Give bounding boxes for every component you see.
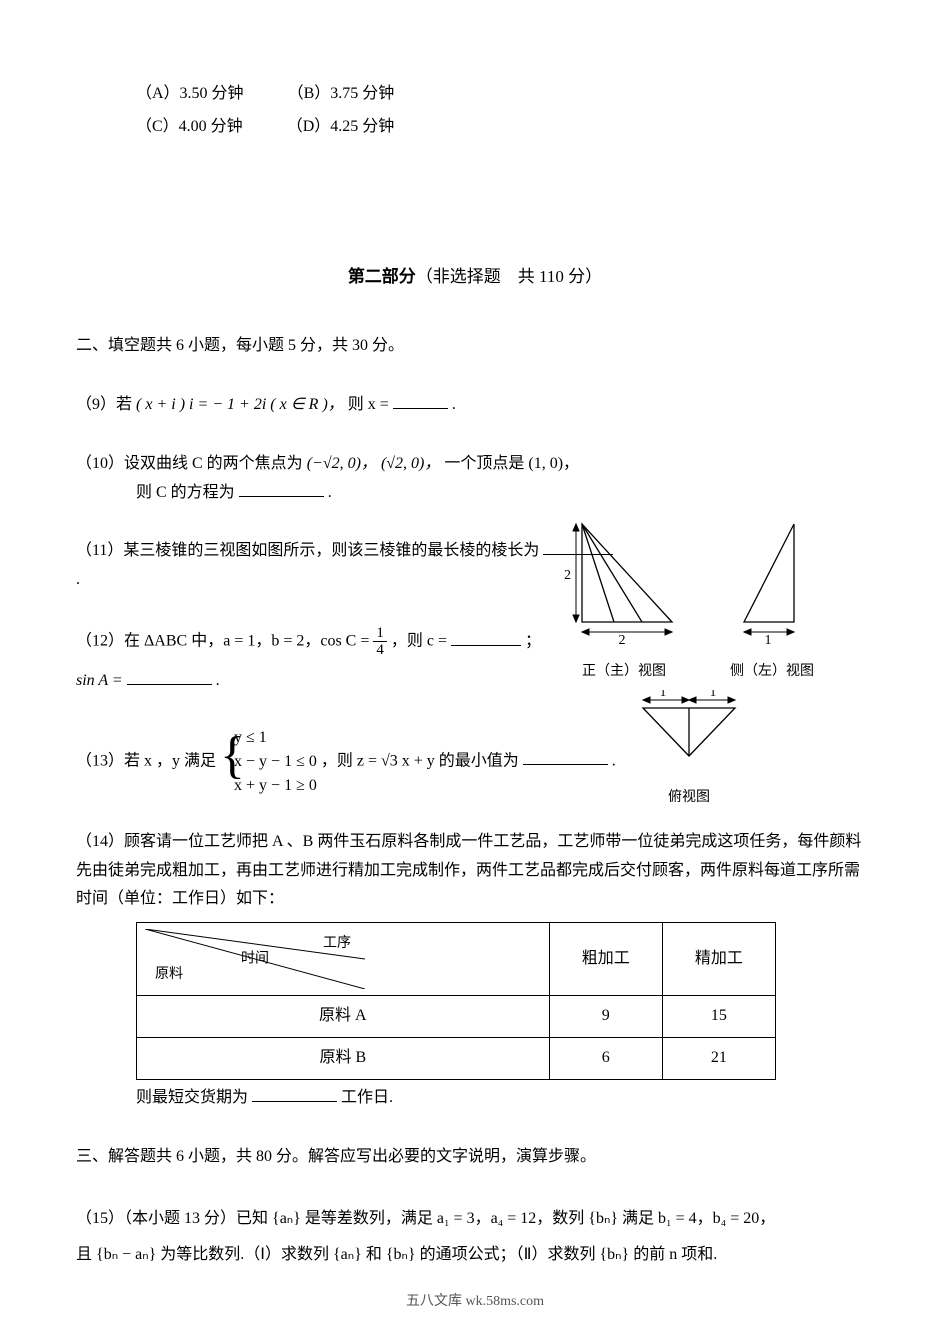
q14-blank (252, 1086, 337, 1102)
q14-text: （14）顾客请一位工艺师把 A 、B 两件玉石原料各制成一件工艺品，工艺师带一位… (76, 828, 874, 914)
q10-vertex: 一个顶点是 (1, 0)， (444, 455, 579, 472)
q14-rowB-label: 原料 B (137, 1037, 550, 1079)
q10-f2: (√2, 0)， (381, 455, 440, 472)
q12-semi: ； (525, 633, 541, 650)
q9-blank (393, 393, 448, 409)
q14-th-diag: 工序 时间 原料 (137, 923, 550, 996)
q10-suffix: . (328, 484, 332, 501)
q15-l2c: 和 (366, 1246, 382, 1263)
q12-frac: 1 4 (373, 625, 387, 659)
section-2-header: 第二部分（非选择题 共 110 分） (76, 262, 874, 293)
part3-intro: 三、解答题共 6 小题，共 80 分。解答应写出必要的文字说明，演算步骤。 (76, 1143, 874, 1172)
q14-rowA-fine: 15 (662, 996, 775, 1038)
q15-seq-bn: {bₙ} (588, 1210, 618, 1227)
q13-sys3: x + y − 1 ≥ 0 (234, 774, 317, 798)
side-view-svg: 1 (732, 514, 812, 644)
side-dim-w: 1 (765, 633, 772, 644)
part2-intro: 二、填空题共 6 小题，每小题 5 分，共 30 分。 (76, 332, 874, 361)
q10-prefix: （10）设双曲线 C 的两个焦点为 (76, 455, 303, 472)
q12-suffix: . (216, 672, 220, 689)
q10-blank (239, 481, 324, 497)
q15-l2e: 的前 n 项和. (633, 1246, 717, 1263)
top-view: 1 1 俯视图 (629, 690, 749, 810)
q14-th-fine: 精加工 (662, 923, 775, 996)
option-b: （B）3.75 分钟 (288, 80, 395, 109)
front-dim-h: 2 (564, 568, 571, 583)
q12-sinA: sin A = (76, 672, 123, 689)
q15-l2a: 且 (76, 1246, 92, 1263)
table-row: 原料 B 6 21 (137, 1037, 776, 1079)
q13-sys2: x − y − 1 ≤ 0 (234, 750, 317, 774)
front-view-label: 正（主）视图 (564, 659, 684, 684)
option-a: （A）3.50 分钟 (136, 80, 244, 109)
q12-prefix: （12）在 ΔABC 中，a = 1，b = 2，cos C = (76, 633, 369, 650)
q12-blank-sinA (127, 669, 212, 685)
q13-then: ，则 z = √3 x + y 的最小值为 (321, 752, 519, 769)
q8-options-row1: （A）3.50 分钟 （B）3.75 分钟 (136, 80, 874, 109)
section-2-title-bold: 第二部分 (348, 267, 416, 286)
q12-frac-num: 1 (373, 625, 387, 643)
three-view-diagram: 2 2 正（主）视图 (564, 514, 814, 812)
q15-l1a: （15）（本小题 13 分）已知 (76, 1210, 268, 1227)
q14-caption-post: 工作日. (341, 1089, 393, 1106)
question-11: （11）某三棱锥的三视图如图所示，则该三棱锥的最长棱的棱长为 . (76, 537, 616, 595)
q14-rowB-rough: 6 (549, 1037, 662, 1079)
q12-then-c: ，则 c = (391, 633, 447, 650)
q14-caption-pre: 则最短交货期为 (136, 1089, 248, 1106)
q14-diag-mid: 时间 (241, 947, 269, 972)
q14-rowB-fine: 21 (662, 1037, 775, 1079)
q10-line2: 则 C 的方程为 (136, 484, 235, 501)
front-view-svg: 2 2 (564, 514, 684, 644)
top-dim-1a: 1 (660, 690, 667, 699)
table-row: 工序 时间 原料 粗加工 精加工 (137, 923, 776, 996)
q14-diag-bot: 原料 (155, 962, 183, 987)
q15-seq-an: {aₙ} (272, 1210, 301, 1227)
section-2-title-rest: （非选择题 共 110 分） (416, 267, 602, 286)
q15-seq-diff: {bₙ − aₙ} (96, 1246, 156, 1263)
side-view: 1 侧（左）视图 (730, 514, 814, 684)
q14-diag-top: 工序 (323, 931, 351, 956)
top-view-svg: 1 1 (629, 690, 749, 770)
q12-blank-c (451, 630, 521, 646)
page-content: （A）3.50 分钟 （B）3.75 分钟 （C）4.00 分钟 （D）4.25… (76, 80, 874, 1272)
question-12: （12）在 ΔABC 中，a = 1，b = 2，cos C = 1 4 ，则 … (76, 625, 636, 696)
q13-prefix: （13）若 x ，y 满足 (76, 752, 216, 769)
question-9: （9）若 ( x + i ) i = − 1 + 2i ( x ∈ R )， 则… (76, 391, 874, 420)
q15-l2b: 为等比数列.（Ⅰ）求数列 (160, 1246, 329, 1263)
side-view-label: 侧（左）视图 (730, 659, 814, 684)
page-footer: 五八文库 wk.58ms.com (0, 1289, 950, 1314)
q13-system: { y ≤ 1 x − y − 1 ≤ 0 x + y − 1 ≥ 0 (220, 726, 317, 798)
front-view: 2 2 正（主）视图 (564, 514, 684, 684)
question-15: （15）（本小题 13 分）已知 {aₙ} 是等差数列，满足 a₁ = 3，a₄… (76, 1201, 874, 1271)
q15-seq-an2: {aₙ} (333, 1246, 362, 1263)
q15-l2d: 的通项公式；（Ⅱ）求数列 (420, 1246, 596, 1263)
q9-prefix: （9）若 (76, 396, 132, 413)
q11-text: （11）某三棱锥的三视图如图所示，则该三棱锥的最长棱的棱长为 (76, 542, 539, 559)
option-c: （C）4.00 分钟 (136, 113, 243, 142)
q14-th-rough: 粗加工 (549, 923, 662, 996)
q9-expr: ( x + i ) i = − 1 + 2i ( x ∈ R )， (136, 396, 344, 413)
q9-suffix: . (452, 396, 456, 413)
q14-caption: 则最短交货期为 工作日. (136, 1084, 874, 1113)
q14-rowA-label: 原料 A (137, 996, 550, 1038)
table-row: 原料 A 9 15 (137, 996, 776, 1038)
option-d: （D）4.25 分钟 (287, 113, 395, 142)
q9-then: 则 x = (348, 396, 389, 413)
q14-rowA-rough: 9 (549, 996, 662, 1038)
q10-f1: (−√2, 0)， (307, 455, 377, 472)
q14-table: 工序 时间 原料 粗加工 精加工 原料 A 9 15 原料 B 6 21 (136, 922, 776, 1080)
q13-sys1: y ≤ 1 (234, 726, 317, 750)
front-dim-w: 2 (619, 633, 626, 644)
q15-seq-bn2: {bₙ} (386, 1246, 416, 1263)
question-10: （10）设双曲线 C 的两个焦点为 (−√2, 0)， (√2, 0)， 一个顶… (76, 450, 616, 508)
q11-dot: . (76, 566, 616, 595)
q15-seq-bn3: {bₙ} (599, 1246, 629, 1263)
top-dim-1b: 1 (710, 690, 717, 699)
question-14: （14）顾客请一位工艺师把 A 、B 两件玉石原料各制成一件工艺品，工艺师带一位… (76, 828, 874, 1113)
q15-l1b: 是等差数列，满足 a₁ = 3，a₄ = 12，数列 (305, 1210, 584, 1227)
top-view-label: 俯视图 (629, 785, 749, 810)
q8-options-row2: （C）4.00 分钟 （D）4.25 分钟 (136, 113, 874, 142)
q12-frac-den: 4 (373, 642, 387, 659)
q15-l1c: 满足 b₁ = 4，b₄ = 20， (622, 1210, 775, 1227)
